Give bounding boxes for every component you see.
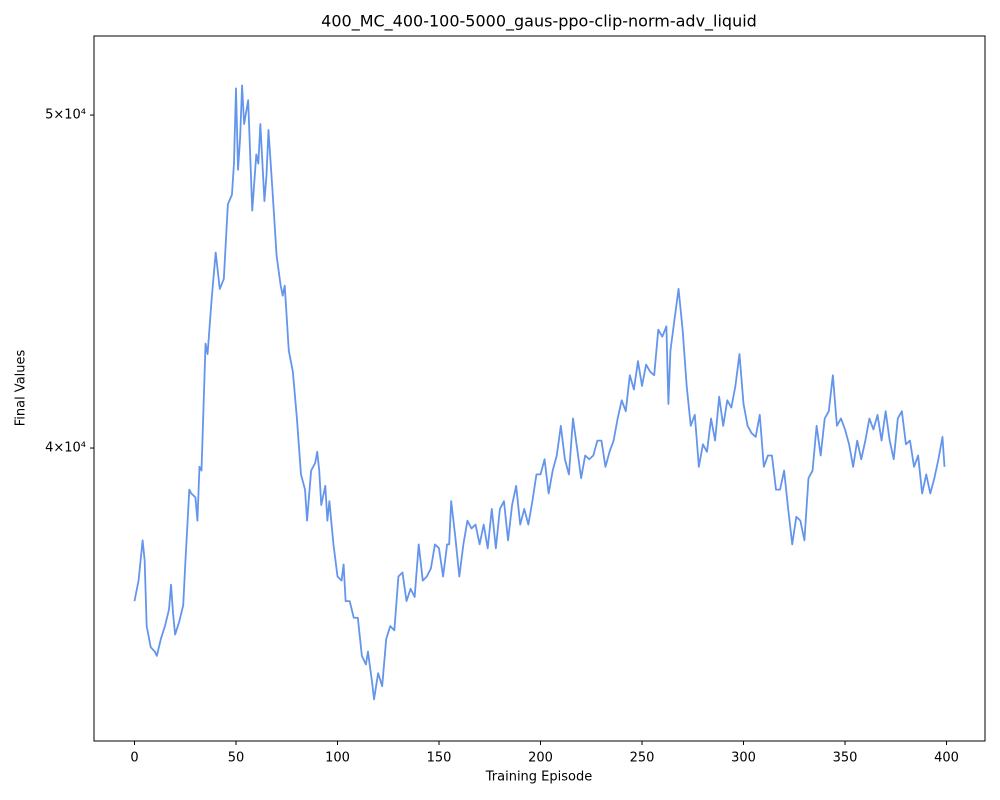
x-tick-label: 350 — [833, 751, 858, 766]
data-line — [133, 84, 946, 701]
x-tick-label: 0 — [130, 751, 138, 766]
y-axis-label: Final Values — [14, 349, 29, 426]
x-tick-label: 300 — [731, 751, 756, 766]
y-tick-label: 4×10⁴ — [45, 441, 86, 456]
plot-frame — [93, 35, 986, 742]
x-tick-label: 50 — [228, 751, 245, 766]
y-tick-label: 5×10⁴ — [45, 108, 86, 123]
x-tick-label: 250 — [630, 751, 655, 766]
x-tick-label: 200 — [528, 751, 553, 766]
x-tick-label: 150 — [427, 751, 452, 766]
x-tick-label: 400 — [934, 751, 959, 766]
x-tick-label: 100 — [325, 751, 350, 766]
chart-title: 400_MC_400-100-5000_gaus-ppo-clip-norm-a… — [321, 12, 757, 32]
x-axis-label: Training Episode — [485, 770, 592, 785]
